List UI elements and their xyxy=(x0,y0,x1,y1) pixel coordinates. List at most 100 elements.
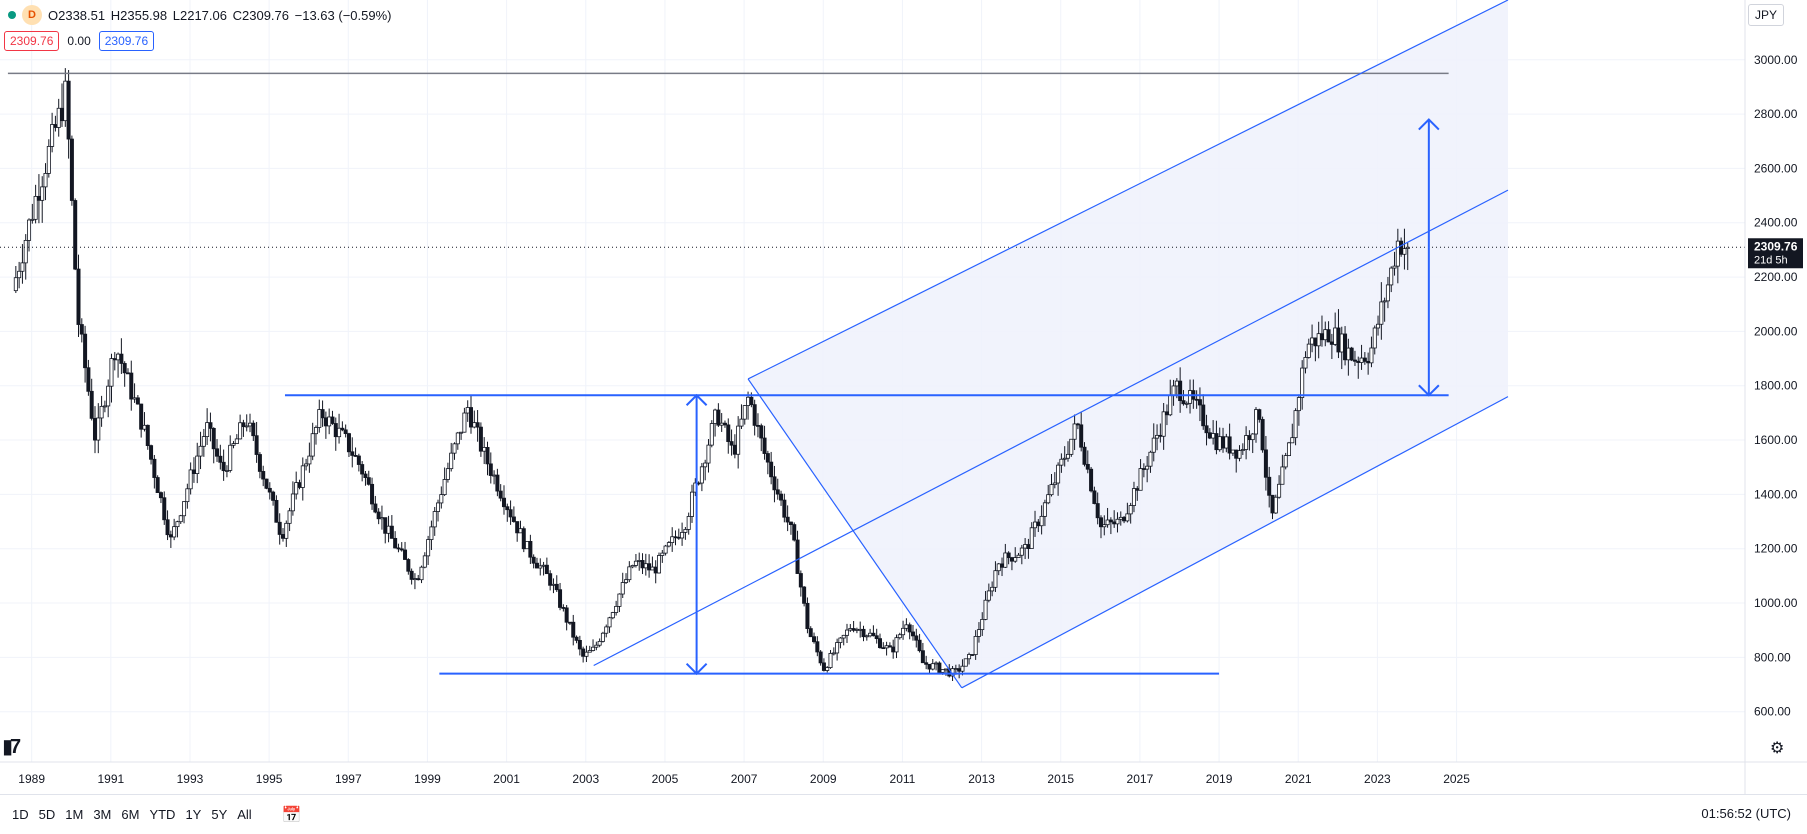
gear-icon[interactable]: ⚙ xyxy=(1770,740,1785,757)
timeframe-button-1m[interactable]: 1M xyxy=(65,807,84,822)
candle-body xyxy=(23,239,28,264)
currency-button[interactable]: JPY xyxy=(1748,4,1785,26)
y-tick-label: 1400.00 xyxy=(1754,487,1798,501)
timeframe-button-1y[interactable]: 1Y xyxy=(185,807,202,822)
candle-body xyxy=(980,619,985,631)
candle-body xyxy=(350,451,355,456)
candle-body xyxy=(1296,397,1301,412)
candle-body xyxy=(722,422,727,426)
candle-body xyxy=(152,458,157,478)
timeframe-button-5d[interactable]: 5D xyxy=(38,807,56,822)
candle-body xyxy=(43,173,48,188)
candle-body xyxy=(501,497,506,508)
candle-body xyxy=(1141,468,1146,470)
arrow-head-bottom xyxy=(1418,384,1440,397)
timeframe-button-5y[interactable]: 5Y xyxy=(211,807,228,822)
utc-clock[interactable]: 01:56:52 (UTC) xyxy=(1701,806,1791,821)
x-tick-label: 1991 xyxy=(97,772,124,786)
candle-body xyxy=(1399,240,1404,255)
candle-body xyxy=(119,353,124,364)
candle-body xyxy=(871,632,876,637)
candle-body xyxy=(874,635,879,640)
y-tick-label: 1200.00 xyxy=(1754,542,1798,556)
candle-body xyxy=(518,528,523,534)
candle-body xyxy=(1224,436,1229,449)
timeframe-button-3m[interactable]: 3M xyxy=(93,807,112,822)
candle-body xyxy=(323,417,328,427)
candle-body xyxy=(990,586,995,592)
candle-body xyxy=(1319,333,1324,341)
buy-price-button[interactable]: 2309.76 xyxy=(98,31,155,51)
candle-body xyxy=(1237,450,1242,459)
candle-body xyxy=(1052,482,1057,486)
candle-body xyxy=(172,526,177,538)
x-tick-label: 2011 xyxy=(890,772,916,786)
timeframe-button-6m[interactable]: 6M xyxy=(121,807,140,822)
candle-body xyxy=(713,409,718,424)
candle-body xyxy=(1118,516,1123,520)
candle-body xyxy=(564,607,569,623)
candle-body xyxy=(300,465,305,488)
candle-body xyxy=(1082,446,1087,465)
candle-body xyxy=(208,422,213,429)
candle-body xyxy=(973,636,978,655)
x-tick-label: 2019 xyxy=(1206,772,1233,786)
candle-body xyxy=(320,409,325,419)
candle-body xyxy=(1273,496,1278,514)
candle-body xyxy=(53,124,58,128)
candle-body xyxy=(525,541,530,550)
interval-badge[interactable]: D xyxy=(22,5,42,25)
timeframe-button-all[interactable]: All xyxy=(237,807,252,822)
candle-body xyxy=(1066,453,1071,459)
candle-body xyxy=(755,424,760,427)
candle-body xyxy=(370,483,375,505)
candle-body xyxy=(1379,301,1384,325)
timeframe-group: 1D 5D 1M 3M 6M YTD 1Y 5Y All xyxy=(0,807,252,822)
candle-body xyxy=(1250,433,1255,441)
candle-body xyxy=(1072,423,1077,440)
candle-body xyxy=(1382,300,1387,303)
candle-body xyxy=(983,599,988,620)
candle-body xyxy=(182,501,187,517)
candle-body xyxy=(228,444,233,471)
candle-body xyxy=(254,435,259,455)
calendar-icon[interactable]: 📅 xyxy=(281,806,302,824)
candle-body xyxy=(1310,337,1315,345)
timeframe-button-1d[interactable]: 1D xyxy=(12,807,29,822)
x-tick-label: 2009 xyxy=(810,772,837,786)
candle-body xyxy=(13,277,18,292)
candle-body xyxy=(178,515,183,523)
candle-body xyxy=(1303,357,1308,369)
candle-body xyxy=(462,412,467,433)
candle-body xyxy=(1221,436,1226,449)
candle-body xyxy=(736,425,741,455)
candle-body xyxy=(234,438,239,444)
x-tick-label: 2021 xyxy=(1285,772,1312,786)
candle-body xyxy=(647,563,652,571)
candle-body xyxy=(218,455,223,463)
timeframe-button-ytd[interactable]: YTD xyxy=(149,807,176,822)
x-tick-label: 2015 xyxy=(1047,772,1074,786)
market-status-icon xyxy=(8,11,16,19)
candle-body xyxy=(1372,327,1377,349)
candle-body xyxy=(511,516,516,522)
candle-body xyxy=(772,476,777,491)
candle-body xyxy=(280,534,285,539)
chart-drawings[interactable] xyxy=(0,0,1745,689)
candle-body xyxy=(1197,399,1202,406)
candle-body xyxy=(1217,436,1222,451)
candle-body xyxy=(1214,433,1219,451)
candle-body xyxy=(617,593,622,607)
candle-body xyxy=(33,195,38,220)
candle-body xyxy=(726,424,731,442)
candle-body xyxy=(211,427,216,450)
candle-body xyxy=(389,525,394,539)
sell-price-button[interactable]: 2309.76 xyxy=(4,31,60,51)
candle-body xyxy=(541,564,546,567)
candle-body xyxy=(858,628,863,631)
candle-body xyxy=(439,494,444,504)
candle-body xyxy=(657,555,662,574)
candle-body xyxy=(165,519,170,536)
x-tick-label: 2003 xyxy=(572,772,599,786)
